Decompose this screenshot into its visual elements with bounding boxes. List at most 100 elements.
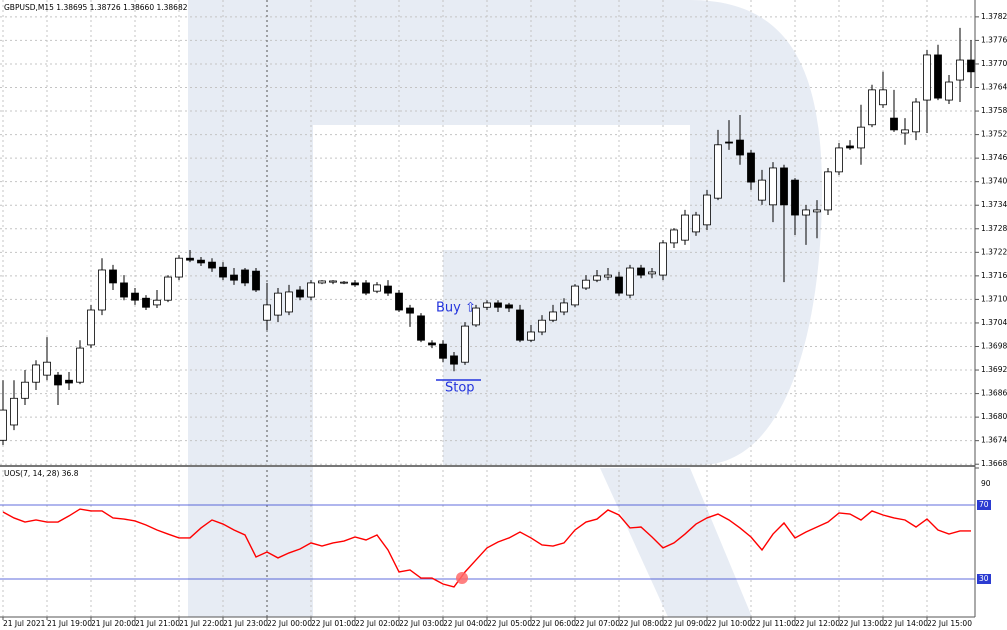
candle-body bbox=[703, 194, 711, 226]
level-label: 70 bbox=[979, 500, 989, 509]
candle-body bbox=[681, 214, 689, 241]
candle-body bbox=[615, 276, 623, 294]
candle-body bbox=[637, 267, 645, 276]
candle-body bbox=[769, 167, 777, 206]
candle-body bbox=[967, 59, 975, 73]
candle-body bbox=[109, 269, 117, 284]
x-tick-label: 21 Jul 22:00 bbox=[179, 619, 224, 628]
y-tick-label: 1.37045 bbox=[981, 318, 1007, 327]
level-label-box bbox=[977, 500, 991, 510]
y-tick-label: 1.36985 bbox=[981, 341, 1007, 350]
x-tick-label: 22 Jul 14:00 bbox=[883, 619, 928, 628]
candle-body bbox=[868, 89, 876, 126]
chart-title: GBPUSD,M15 1.38695 1.38726 1.38660 1.386… bbox=[4, 3, 188, 12]
candle-body bbox=[450, 355, 458, 365]
candle-body bbox=[527, 331, 535, 341]
candle-body bbox=[802, 209, 810, 216]
candle-body bbox=[571, 285, 579, 306]
x-tick-label: 22 Jul 13:00 bbox=[839, 619, 884, 628]
y-tick-label: 1.37465 bbox=[981, 153, 1007, 162]
y-tick-label: 1.37645 bbox=[981, 83, 1007, 92]
y-tick-label: 1.37525 bbox=[981, 130, 1007, 139]
candle-body bbox=[582, 279, 590, 289]
candle-body bbox=[956, 59, 964, 81]
x-tick-label: 22 Jul 00:00 bbox=[267, 619, 312, 628]
y-tick-label: 1.37585 bbox=[981, 106, 1007, 115]
candle-body bbox=[329, 280, 337, 283]
candle-body bbox=[76, 347, 84, 383]
candle-body bbox=[758, 179, 766, 201]
y-tick-label: 1.37225 bbox=[981, 247, 1007, 256]
candle-body bbox=[340, 281, 348, 284]
y-tick-label: 1.37825 bbox=[981, 12, 1007, 21]
candle-body bbox=[857, 126, 865, 149]
level-label-box bbox=[977, 574, 991, 584]
candle-body bbox=[560, 302, 568, 313]
candle-body bbox=[285, 291, 293, 313]
candle-body bbox=[945, 81, 953, 101]
candle-body bbox=[164, 276, 172, 301]
candle-body bbox=[120, 282, 128, 298]
candle-body bbox=[736, 139, 744, 156]
candle-body bbox=[307, 282, 315, 298]
candle-body bbox=[483, 302, 491, 308]
x-tick-label: 21 Jul 20:00 bbox=[91, 619, 136, 628]
candle-body bbox=[175, 257, 183, 278]
candle-body bbox=[813, 209, 821, 213]
candle-body bbox=[747, 152, 755, 183]
candle-body bbox=[428, 342, 436, 346]
candle-body bbox=[219, 266, 227, 278]
candle-body bbox=[10, 397, 18, 426]
candle-body bbox=[912, 101, 920, 133]
candle-body bbox=[395, 292, 403, 311]
candle-body bbox=[725, 141, 733, 144]
x-tick-label: 22 Jul 11:00 bbox=[751, 619, 796, 628]
candle-body bbox=[780, 167, 788, 206]
candle-body bbox=[461, 325, 469, 363]
y-tick-label: 1.36745 bbox=[981, 436, 1007, 445]
candle-body bbox=[692, 214, 700, 233]
x-tick-label: 22 Jul 08:00 bbox=[619, 619, 664, 628]
candle-body bbox=[670, 229, 678, 244]
x-tick-label: 21 Jul 21:00 bbox=[135, 619, 180, 628]
candle-body bbox=[197, 259, 205, 264]
candle-body bbox=[505, 304, 513, 309]
y-tick-label: 1.37105 bbox=[981, 294, 1007, 303]
x-tick-label: 22 Jul 04:00 bbox=[443, 619, 488, 628]
plot bbox=[0, 27, 975, 588]
candle-body bbox=[351, 282, 359, 286]
candle-body bbox=[263, 304, 271, 321]
candle-body bbox=[318, 280, 326, 284]
candle-body bbox=[208, 261, 216, 269]
candle-body bbox=[230, 274, 238, 281]
y-tick-label: 1.37285 bbox=[981, 224, 1007, 233]
x-tick-label: 22 Jul 07:00 bbox=[575, 619, 620, 628]
y-tick-label: 1.37405 bbox=[981, 177, 1007, 186]
stop-annotation: Stop bbox=[445, 381, 475, 396]
y-tick-label: 1.36865 bbox=[981, 389, 1007, 398]
oscillator-line bbox=[2, 508, 971, 588]
candle-body bbox=[879, 89, 887, 106]
y-tick-label: 1.36925 bbox=[981, 365, 1007, 374]
candle-body bbox=[54, 374, 62, 386]
candle-body bbox=[406, 307, 414, 314]
y-tick-label: 1.37765 bbox=[981, 35, 1007, 44]
candle-body bbox=[21, 381, 29, 399]
indicator-title: UOS(7, 14, 28) 36.8 bbox=[4, 469, 79, 478]
candle-body bbox=[186, 257, 194, 261]
candle-body bbox=[934, 54, 942, 99]
grid bbox=[0, 0, 979, 620]
y-tick-label: 90 bbox=[981, 479, 991, 488]
x-tick-label: 22 Jul 06:00 bbox=[531, 619, 576, 628]
candle-body bbox=[43, 361, 51, 376]
x-tick-label: 22 Jul 09:00 bbox=[663, 619, 708, 628]
candle-body bbox=[439, 343, 447, 359]
candle-body bbox=[604, 274, 612, 278]
candle-body bbox=[494, 302, 502, 308]
candle-body bbox=[296, 289, 304, 298]
x-tick-label: 22 Jul 15:00 bbox=[927, 619, 972, 628]
candle-body bbox=[241, 269, 249, 284]
candle-body bbox=[87, 309, 95, 346]
level-label: 30 bbox=[979, 574, 989, 583]
